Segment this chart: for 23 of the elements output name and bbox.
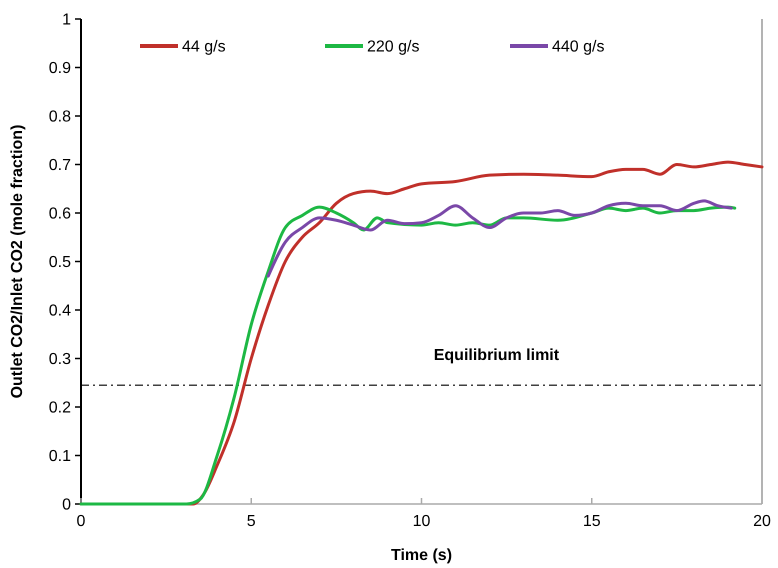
x-tick-label: 5 <box>246 513 256 530</box>
y-tick-label: 0.3 <box>48 351 72 368</box>
x-tick-label: 0 <box>76 513 86 530</box>
y-axis-title: Outlet CO2/Inlet CO2 (mole fraction) <box>9 124 26 398</box>
y-tick-label: 0.1 <box>48 448 72 466</box>
y-tick-label: 0.5 <box>48 254 72 272</box>
line-series <box>266 199 733 278</box>
y-tick-label: 0.4 <box>48 302 72 320</box>
y-tick-label: 0.2 <box>48 400 72 417</box>
legend-label: 44 g/s <box>182 38 226 56</box>
x-axis-title: Time (s) <box>390 547 452 564</box>
y-tick-label: 0.7 <box>48 157 72 174</box>
x-tick-label: 20 <box>753 513 771 530</box>
legend-label: 220 g/s <box>367 38 420 56</box>
y-tick-label: 0.8 <box>48 108 72 126</box>
y-tick-label: 1 <box>62 12 72 29</box>
legend-label: 440 g/s <box>552 38 604 56</box>
y-tick-label: 0 <box>62 496 72 514</box>
y-tick-label: 0.9 <box>48 60 72 78</box>
x-tick-label: 10 <box>412 513 430 530</box>
ref-line-label: Equilibrium limit <box>434 347 560 364</box>
y-tick-label: 0.6 <box>48 206 72 223</box>
x-tick-label: 15 <box>582 513 601 530</box>
